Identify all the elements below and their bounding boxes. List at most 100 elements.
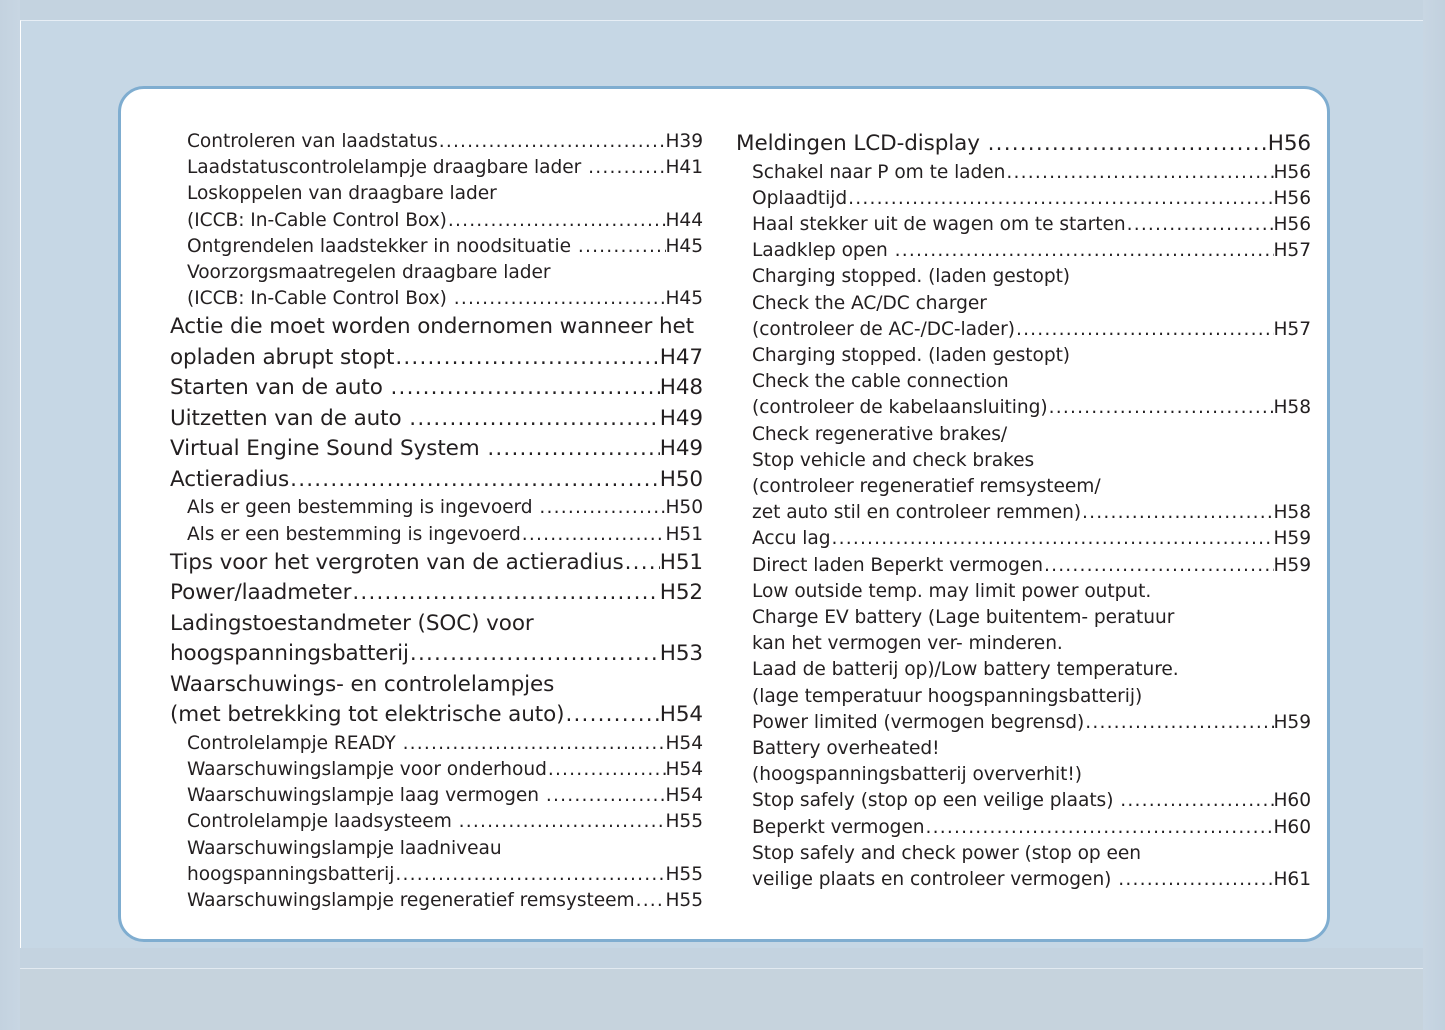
toc-entry[interactable]: Beperkt vermogen H60 (736, 815, 1311, 841)
toc-leader-dots (522, 522, 666, 548)
toc-leader-dots (1049, 395, 1274, 421)
toc-entry[interactable]: Waarschuwingslampje laadniveau hoogspanni… (170, 836, 703, 888)
toc-entry[interactable]: Charging stopped. (laden gestopt) Check t… (736, 264, 1311, 343)
toc-entry[interactable]: Waarschuwingslampje regeneratief remsyst… (170, 888, 703, 914)
toc-entry[interactable]: Accu lag H59 (736, 526, 1311, 552)
toc-entry[interactable]: Direct laden Beperkt vermogen H59 (736, 553, 1311, 579)
toc-entry-label: zet auto stil en controleer remmen) (752, 502, 1082, 524)
toc-entry[interactable]: Battery overheated! (hoogspanningsbatteri… (736, 736, 1311, 815)
toc-entry[interactable]: Controlelampje laadsysteem H55 (170, 809, 703, 835)
toc-entry-label: hoogspanningsbatterij (170, 641, 409, 667)
toc-entry[interactable]: Uitzetten van de auto H49 (170, 404, 703, 435)
toc-entry[interactable]: Charging stopped. (laden gestopt) Check t… (736, 343, 1311, 422)
toc-entry-line-last: Stop safely (stop op een veilige plaats)… (752, 788, 1311, 814)
toc-page-number: H55 (665, 811, 704, 833)
toc-page-number: H50 (659, 466, 703, 492)
toc-page-number: H56 (1267, 131, 1311, 156)
toc-entry-label: Stop safely (stop op een veilige plaats) (752, 790, 1120, 812)
toc-entry[interactable]: Laadstatuscontrolelampje draagbare lader… (170, 155, 703, 181)
toc-entry[interactable]: Actie die moet worden ondernomen wanneer… (170, 312, 703, 373)
toc-entry[interactable]: Tips voor het vergroten van de actieradi… (170, 548, 703, 579)
toc-page-number: H45 (665, 288, 704, 310)
toc-entry[interactable]: Starten van de auto H48 (170, 373, 703, 404)
toc-entry-line-last: Power limited (vermogen begrensd) H59 (752, 710, 1311, 736)
toc-entry[interactable]: Waarschuwingslampje laag vermogen H54 (170, 783, 703, 809)
toc-entry[interactable]: Power/laadmeter H52 (170, 578, 703, 609)
toc-entry-label: (met betrekking tot elektrische auto) (170, 702, 565, 728)
toc-entry-label: Waarschuwingslampje laag vermogen (187, 785, 545, 807)
toc-entry-line-last: Virtual Engine Sound System H49 (170, 434, 703, 465)
toc-entry[interactable]: Stop safely and check power (stop op een… (736, 841, 1311, 893)
toc-entry-line: (lage temperatuur hoogspanningsbatterij) (752, 684, 1311, 710)
toc-entry[interactable]: Check regenerative brakes/Stop vehicle a… (736, 422, 1311, 527)
toc-leader-dots (1118, 867, 1273, 893)
toc-leader-dots (546, 783, 666, 809)
toc-page-number: H54 (665, 785, 704, 807)
toc-leader-dots (1006, 160, 1273, 186)
toc-entry-line: Low outside temp. may limit power output… (752, 579, 1311, 605)
toc-entry[interactable]: Ladingstoestandmeter (SOC) voor hoogspann… (170, 609, 703, 670)
toc-entry[interactable]: Virtual Engine Sound System H49 (170, 434, 703, 465)
toc-entry-line: Loskoppelen van draagbare lader (187, 181, 703, 207)
toc-page-number: H51 (665, 523, 704, 545)
toc-entry-line: kan het vermogen ver- minderen. (752, 631, 1311, 657)
toc-entry[interactable]: Low outside temp. may limit power output… (736, 579, 1311, 736)
toc-entry[interactable]: Waarschuwings- en controlelampjes (met be… (170, 670, 703, 731)
toc-entry[interactable]: Als er geen bestemming is ingevoerd H50 (170, 495, 703, 521)
toc-page-number: H54 (665, 759, 704, 781)
toc-entry[interactable]: Schakel naar P om te laden H56 (736, 160, 1311, 186)
toc-leader-dots (487, 434, 659, 465)
toc-leader-dots (588, 155, 665, 181)
toc-entry[interactable]: Haal stekker uit de wagen om te starten H… (736, 212, 1311, 238)
toc-page-number: H49 (659, 436, 703, 462)
toc-page-number: H60 (1273, 816, 1312, 838)
toc-leader-dots (1082, 500, 1273, 526)
toc-leader-dots (409, 404, 659, 435)
toc-leader-dots (454, 286, 666, 312)
toc-entry[interactable]: Als er een bestemming is ingevoerd H51 (170, 522, 703, 548)
toc-leader-dots (578, 234, 666, 260)
toc-entry-line-last: Starten van de auto H48 (170, 373, 703, 404)
toc-entry-line-last: Oplaadtijd H56 (752, 186, 1311, 212)
toc-leader-dots (1016, 317, 1274, 343)
toc-entry-line: Actie die moet worden ondernomen wanneer… (170, 312, 703, 343)
toc-entry-label: Charging stopped. (laden gestopt) (752, 344, 1071, 366)
toc-entry-label: Laad de batterij op)/Low battery tempera… (752, 659, 1179, 681)
toc-entry-label: Ladingstoestandmeter (SOC) voor (170, 610, 534, 636)
toc-entry[interactable]: Laadklep open H57 (736, 238, 1311, 264)
toc-entry-line: Charging stopped. (laden gestopt) (752, 343, 1311, 369)
toc-page-number: H52 (659, 580, 703, 606)
toc-entry-label: Starten van de auto (170, 375, 390, 401)
toc-entry-label: opladen abrupt stopt (170, 344, 395, 370)
toc-entry-line: Voorzorgsmaatregelen draagbare lader (187, 260, 703, 286)
toc-leader-dots (565, 700, 659, 731)
toc-entry-line: (hoogspanningsbatterij oververhit!) (752, 762, 1311, 788)
toc-leader-dots (1085, 710, 1273, 736)
toc-entry-label: Laadstatuscontrolelampje draagbare lader (187, 157, 588, 179)
toc-entry-line: Laad de batterij op)/Low battery tempera… (752, 657, 1311, 683)
toc-entry[interactable]: Waarschuwingslampje voor onderhoud H54 (170, 757, 703, 783)
toc-page-number: H54 (659, 702, 703, 728)
toc-entry-label: (controleer regeneratief remsysteem/ (752, 475, 1101, 497)
toc-entry[interactable]: Meldingen LCD-display H56 (736, 129, 1311, 160)
toc-entry-label: (hoogspanningsbatterij oververhit!) (752, 764, 1083, 786)
toc-entry[interactable]: Voorzorgsmaatregelen draagbare lader (ICC… (170, 260, 703, 312)
toc-entry[interactable]: Oplaadtijd H56 (736, 186, 1311, 212)
toc-entry[interactable]: Controlelampje READY H54 (170, 731, 703, 757)
toc-entry[interactable]: Controleren van laadstatus H39 (170, 129, 703, 155)
toc-leader-dots (1044, 553, 1274, 579)
toc-entry[interactable]: Actieradius H50 (170, 465, 703, 496)
toc-entry[interactable]: Ontgrendelen laadstekker in noodsituatie… (170, 234, 703, 260)
toc-entry-label: (ICCB: In-Cable Control Box) (187, 288, 453, 310)
toc-entry-line-last: Beperkt vermogen H60 (752, 815, 1311, 841)
toc-entry-line-last: (controleer de kabelaansluiting) H58 (752, 395, 1311, 421)
page-left-rail (0, 0, 20, 1030)
toc-page-number: H50 (665, 497, 704, 519)
toc-leader-dots (625, 548, 660, 579)
toc-leader-dots (988, 129, 1268, 160)
toc-entry-label: Oplaadtijd (752, 187, 848, 209)
toc-leader-dots (395, 862, 665, 888)
toc-entry[interactable]: Loskoppelen van draagbare lader (ICCB: In… (170, 181, 703, 233)
toc-entry-line-last: Waarschuwingslampje regeneratief remsyst… (187, 888, 703, 914)
toc-entry-label: Controlelampje laadsysteem (187, 811, 458, 833)
